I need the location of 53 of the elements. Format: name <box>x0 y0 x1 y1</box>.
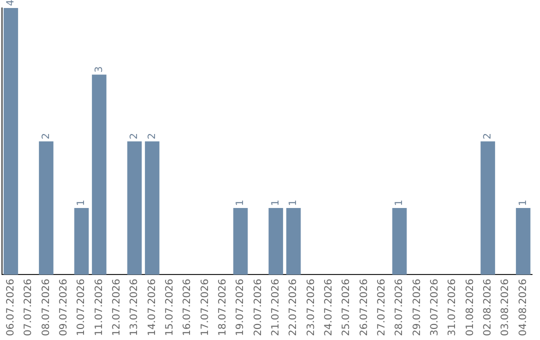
x-tick-label: 25.07.2026 <box>341 278 352 336</box>
x-tick-label: 15.07.2026 <box>164 278 176 336</box>
x-tick-label: 03.08.2026 <box>500 278 512 336</box>
x-tick-label: 27.07.2026 <box>376 278 388 336</box>
data-label: 3 <box>94 66 105 73</box>
x-tick-label: 28.07.2026 <box>394 278 406 336</box>
bar <box>38 141 54 275</box>
bar <box>144 141 160 275</box>
x-tick-label: 08.07.2026 <box>40 278 52 336</box>
bar <box>516 208 530 275</box>
x-tick-label: 16.07.2026 <box>182 278 194 336</box>
bar <box>392 208 407 275</box>
data-label: 1 <box>235 200 246 206</box>
x-tick-label: 14.07.2026 <box>146 278 158 336</box>
x-tick-label: 11.07.2026 <box>94 278 105 336</box>
x-tick-label: 22.07.2026 <box>288 278 300 336</box>
x-tick-label: 23.07.2026 <box>306 278 317 336</box>
bar <box>74 208 89 275</box>
x-tick-label: 12.07.2026 <box>111 278 122 336</box>
x-tick-label: 31.07.2026 <box>447 278 458 336</box>
data-label: 1 <box>270 200 282 206</box>
bar <box>268 208 284 275</box>
data-label: 4 <box>5 0 16 6</box>
bar <box>480 141 496 275</box>
x-tick-label: 19.07.2026 <box>235 278 246 336</box>
x-tick-label: 13.07.2026 <box>129 278 140 336</box>
bar <box>286 208 301 275</box>
data-label: 2 <box>40 132 52 140</box>
data-label: 2 <box>146 132 158 140</box>
x-tick-label: 26.07.2026 <box>358 278 370 336</box>
x-tick-label: 10.07.2026 <box>76 278 88 336</box>
bar <box>127 141 142 275</box>
data-label: 2 <box>129 132 140 140</box>
x-tick-label: 21.07.2026 <box>270 278 282 336</box>
x-tick-label: 24.07.2026 <box>323 278 334 336</box>
x-tick-label: 02.08.2026 <box>482 278 494 336</box>
bar <box>92 74 106 275</box>
data-label: 1 <box>288 200 300 206</box>
data-label: 1 <box>518 200 529 206</box>
bar <box>233 208 248 275</box>
x-tick-label: 18.07.2026 <box>217 278 228 336</box>
x-tick-label: 01.08.2026 <box>464 278 476 336</box>
data-label: 1 <box>394 200 406 206</box>
data-label: 1 <box>76 200 88 206</box>
x-tick-label: 07.07.2026 <box>23 278 34 336</box>
x-tick-label: 30.07.2026 <box>429 278 440 336</box>
x-tick-label: 04.08.2026 <box>518 278 529 336</box>
x-tick-label: 17.07.2026 <box>200 278 211 336</box>
data-label: 2 <box>482 132 494 140</box>
x-tick-label: 09.07.2026 <box>58 278 70 336</box>
x-tick-label: 20.07.2026 <box>252 278 264 336</box>
x-tick-label: 06.07.2026 <box>5 278 16 336</box>
x-tick-label: 29.07.2026 <box>412 278 423 336</box>
